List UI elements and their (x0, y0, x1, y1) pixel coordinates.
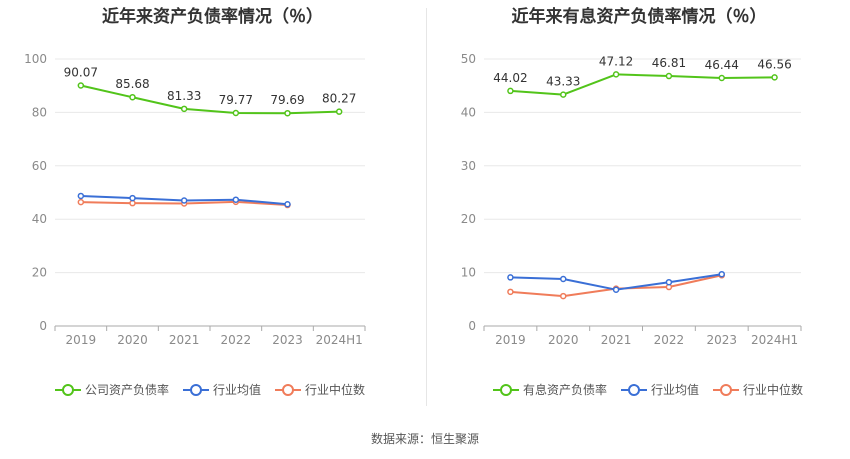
data-label: 85.68 (115, 77, 149, 91)
data-point (180, 105, 188, 113)
data-point (771, 74, 778, 81)
x-tick-label: 2024H1 (316, 333, 363, 347)
x-tick-label: 2020 (548, 333, 579, 347)
x-tick-label: 2023 (272, 333, 303, 347)
data-point (507, 288, 514, 296)
data-point (718, 270, 725, 278)
legend-label: 行业中位数 (305, 383, 366, 397)
data-source-note: 数据来源：恒生聚源 (370, 432, 479, 446)
legend-label: 有息资产负债率 (523, 383, 608, 397)
x-tick-label: 2019 (66, 333, 97, 347)
legend-marker-icon (183, 383, 210, 397)
data-label: 44.02 (493, 71, 527, 85)
legend-marker-icon (493, 383, 519, 397)
data-point (284, 200, 291, 208)
legend-item[interactable]: 行业中位数 (713, 381, 803, 398)
x-tick-label: 2022 (654, 333, 685, 347)
legend-marker-icon (275, 383, 302, 397)
data-point (232, 109, 240, 117)
y-tick-label: 80 (32, 105, 47, 119)
chart-legend: 公司资产负债率 行业均值 行业中位数 (55, 381, 379, 398)
data-point (507, 87, 514, 95)
data-point (612, 71, 620, 78)
y-tick-label: 10 (461, 266, 476, 280)
data-label: 46.44 (705, 58, 739, 72)
x-tick-label: 2019 (495, 333, 526, 347)
data-point (129, 194, 136, 202)
legend-item[interactable]: 公司资产负债率 (55, 381, 169, 398)
x-tick-label: 2022 (221, 333, 252, 347)
legend-label: 公司资产负债率 (85, 383, 170, 397)
data-label: 79.77 (219, 93, 253, 107)
x-tick-label: 2021 (169, 333, 200, 347)
debt-ratio-chart: 0 20 40 60 80 100 2019 2020 2021 2022 2023 2024H1 90… (24, 52, 366, 347)
y-tick-label: 20 (32, 266, 47, 280)
data-point (612, 286, 620, 293)
data-point (77, 198, 85, 206)
data-point (665, 72, 673, 80)
data-point (665, 278, 673, 286)
panel-divider (426, 8, 427, 406)
data-point (507, 274, 514, 281)
data-point (560, 292, 567, 300)
y-tick-label: 30 (461, 159, 476, 173)
chart-title: 近年来有息资产负债率情况（％） (511, 7, 767, 27)
data-label: 80.27 (322, 92, 356, 106)
data-point (560, 275, 567, 283)
data-label: 46.81 (652, 56, 686, 70)
legend-item[interactable]: 有息资产负债率 (493, 381, 607, 398)
legend-item[interactable]: 行业中位数 (275, 381, 365, 398)
legend-marker-icon (713, 383, 740, 397)
series-line (510, 73, 775, 96)
chart-panel-interest-bearing-debt-ratio: 近年来有息资产负债率情况（％） 0 10 20 30 40 50 2019 2020 2021 2… (428, 0, 850, 410)
y-tick-label: 100 (24, 52, 47, 66)
y-tick-label: 0 (39, 319, 47, 333)
y-tick-label: 20 (461, 212, 476, 226)
y-tick-label: 60 (32, 159, 47, 173)
legend-label: 行业均值 (213, 383, 262, 397)
series-line (80, 84, 340, 115)
data-point (129, 199, 136, 207)
legend-item[interactable]: 行业均值 (621, 381, 699, 398)
data-label: 47.12 (599, 54, 633, 68)
y-tick-label: 40 (461, 105, 476, 119)
data-point (77, 82, 85, 89)
chart-panel-debt-ratio: 近年来资产负债率情况（％） 0 20 40 60 80 100 2019 2020 2021 20… (0, 0, 425, 410)
data-label: 79.69 (270, 93, 304, 107)
data-point (718, 74, 725, 82)
x-tick-label: 2021 (601, 333, 632, 347)
data-point (77, 192, 85, 200)
data-point (335, 108, 343, 115)
y-tick-label: 40 (32, 212, 47, 226)
legend-marker-icon (621, 383, 648, 397)
x-tick-label: 2023 (706, 333, 737, 347)
legend-item[interactable]: 行业均值 (183, 381, 261, 398)
y-tick-label: 50 (461, 52, 476, 66)
x-tick-label: 2024H1 (751, 333, 798, 347)
legend-marker-icon (55, 383, 81, 397)
chart-title: 近年来资产负债率情况（％） (102, 7, 323, 27)
x-tick-label: 2020 (117, 333, 148, 347)
data-point (560, 91, 567, 98)
legend-label: 行业均值 (651, 383, 700, 397)
data-point (180, 197, 188, 204)
data-label: 90.07 (64, 66, 98, 80)
data-point (284, 109, 291, 117)
data-point (232, 196, 240, 203)
interest-bearing-debt-ratio-chart: 0 10 20 30 40 50 2019 2020 2021 2022 2023 2024H1 44.… (461, 52, 802, 347)
y-tick-label: 0 (468, 319, 476, 333)
chart-legend: 有息资产负债率 行业均值 行业中位数 (493, 381, 817, 398)
data-label: 81.33 (167, 89, 201, 103)
data-point (129, 93, 136, 101)
data-label: 43.33 (546, 75, 580, 89)
data-label: 46.56 (757, 57, 791, 71)
legend-label: 行业中位数 (743, 383, 804, 397)
